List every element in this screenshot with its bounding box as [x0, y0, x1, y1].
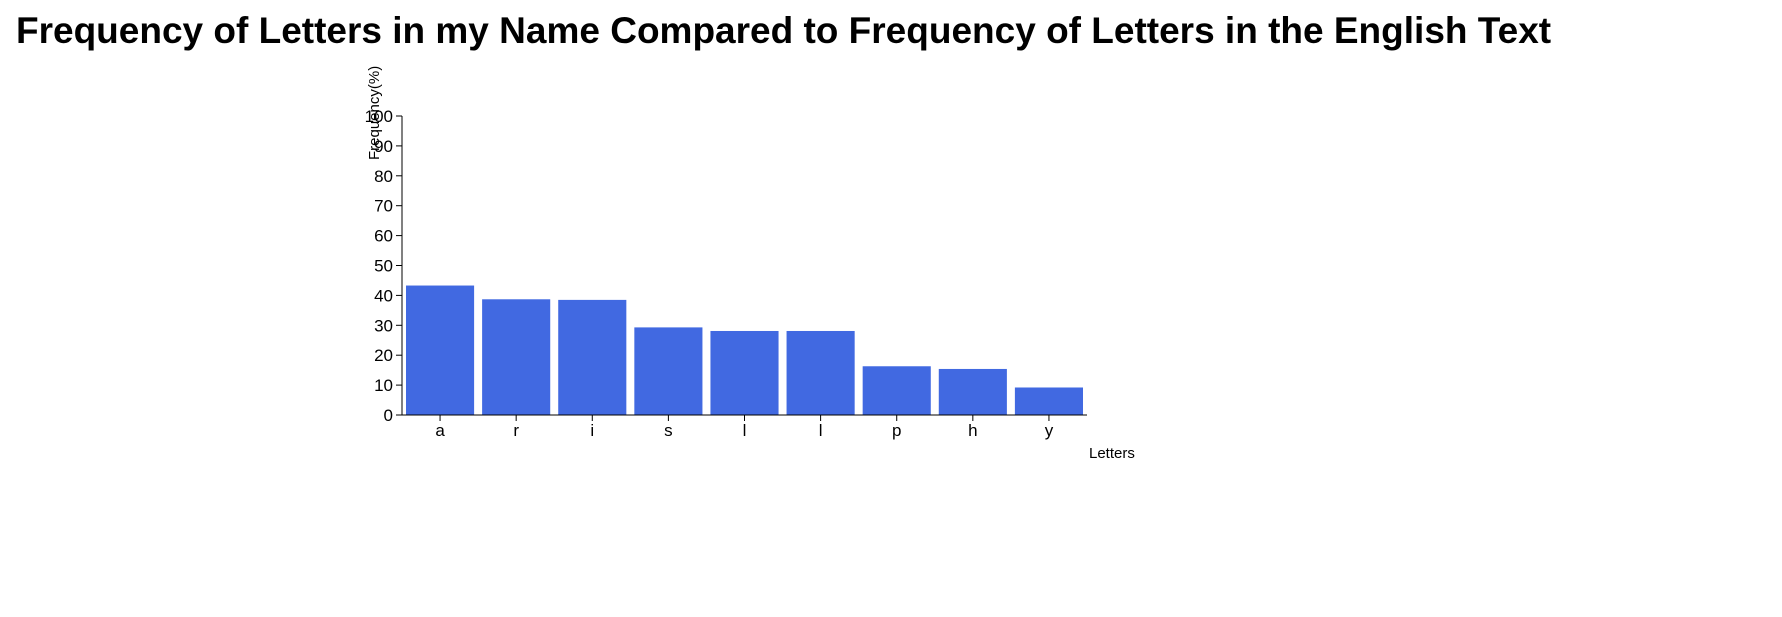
y-tick-label: 30 — [374, 316, 393, 335]
y-tick-label: 100 — [365, 107, 393, 126]
y-tick-label: 20 — [374, 346, 393, 365]
y-tick-label: 90 — [374, 137, 393, 156]
x-tick-label: l — [819, 421, 823, 440]
y-tick-label: 80 — [374, 167, 393, 186]
y-tick-label: 60 — [374, 227, 393, 246]
y-tick-label: 40 — [374, 286, 393, 305]
bars-group — [406, 285, 1083, 415]
x-axis-label: Letters — [1089, 445, 1135, 462]
x-tick-label: s — [664, 421, 673, 440]
bar-y — [1014, 387, 1083, 415]
bar-l — [786, 330, 855, 415]
y-tick-label: 10 — [374, 376, 393, 395]
y-tick-label: 0 — [384, 406, 393, 425]
bar-i — [558, 299, 627, 415]
bar-r — [482, 299, 551, 415]
x-tick-label: i — [590, 421, 594, 440]
y-tick-label: 70 — [374, 197, 393, 216]
x-tick-label: a — [435, 421, 445, 440]
bar-s — [634, 327, 703, 415]
x-tick-label: h — [968, 421, 977, 440]
chart-title: Frequency of Letters in my Name Compared… — [16, 10, 1552, 51]
y-axis-label: Frequency(%) — [366, 66, 383, 160]
bar-l — [710, 330, 779, 415]
bar-a — [406, 285, 475, 415]
y-tick-label: 50 — [374, 257, 393, 276]
x-tick-label: r — [513, 421, 519, 440]
x-tick-label: l — [743, 421, 747, 440]
y-axis: 0 10 20 30 40 50 60 70 80 90 100 — [365, 107, 403, 425]
bar-p — [862, 366, 931, 415]
x-tick-label: y — [1045, 421, 1054, 440]
x-tick-label: p — [892, 421, 901, 440]
bar-h — [938, 368, 1007, 415]
